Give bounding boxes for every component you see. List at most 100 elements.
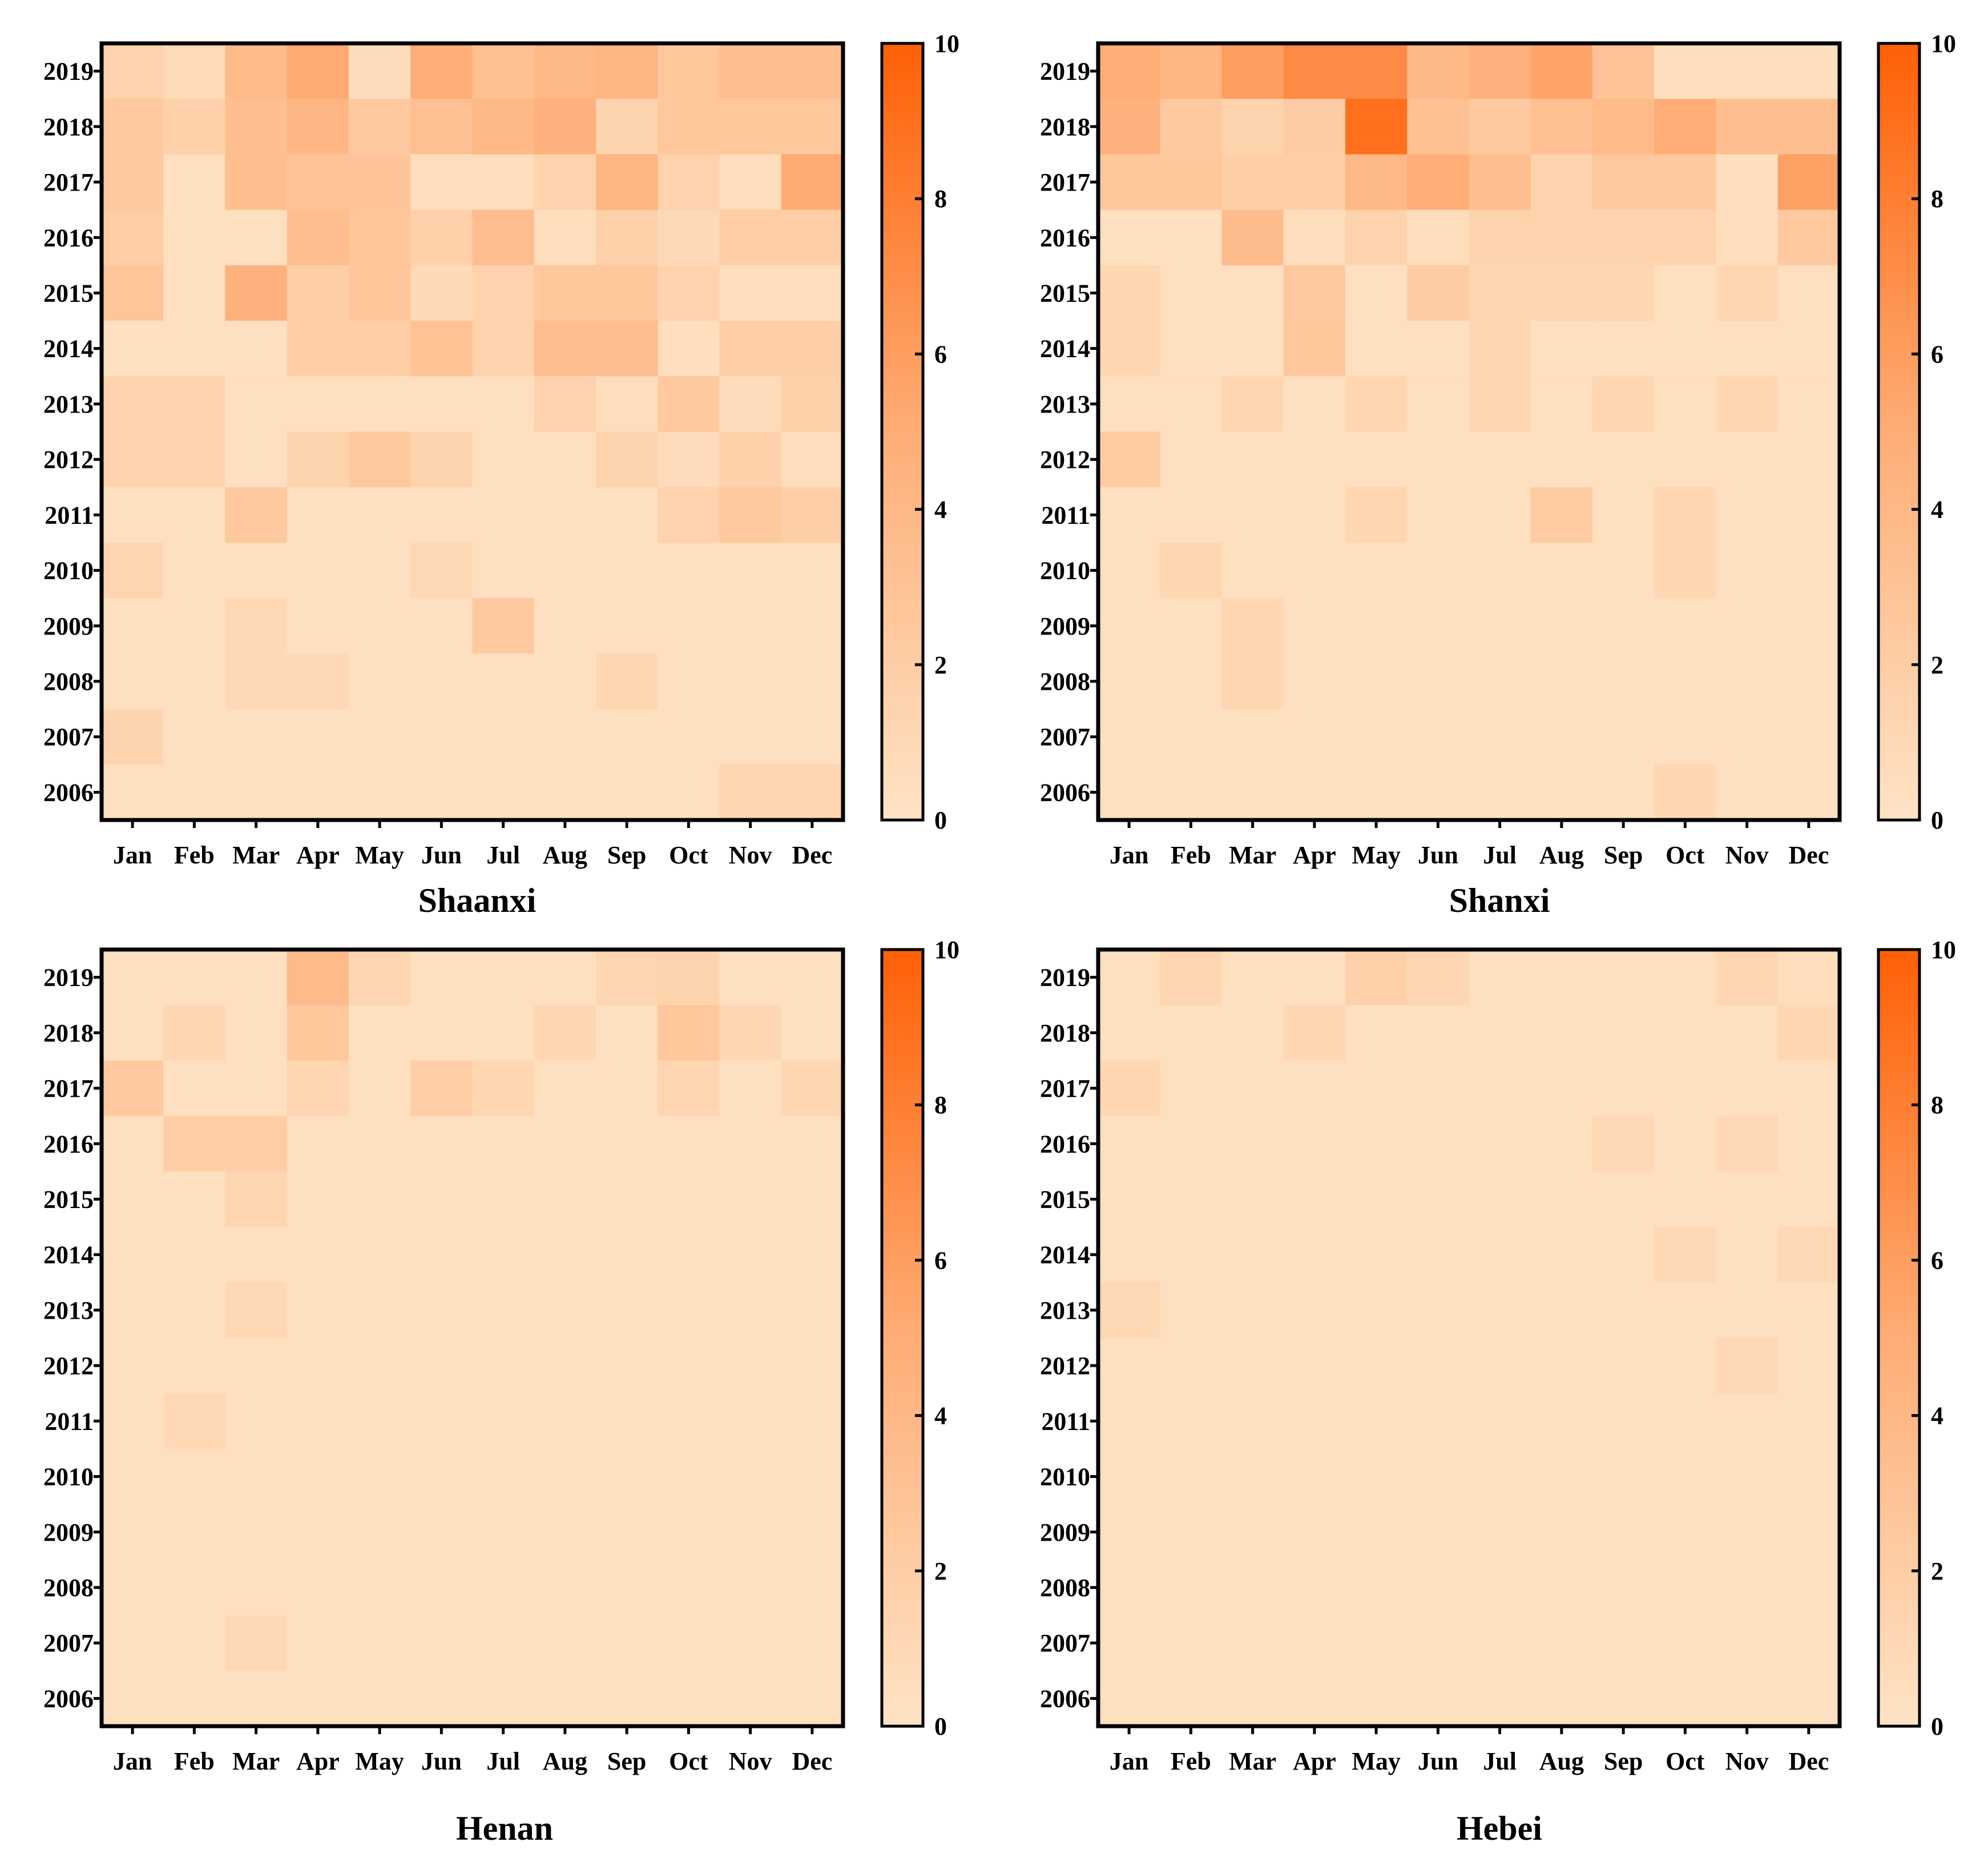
heatmap-cell: [1160, 321, 1223, 377]
heatmap-cell: [163, 542, 226, 599]
heatmap-cell: [163, 1504, 226, 1560]
heatmap-cell: [1345, 1448, 1408, 1505]
heatmap-cell: [1777, 709, 1840, 765]
heatmap-cell: [1530, 154, 1593, 211]
heatmap-cell: [102, 1116, 164, 1172]
heatmap-cell: [163, 709, 226, 765]
y-tick-label: 2006: [1040, 778, 1090, 806]
heatmap-cell: [781, 1560, 844, 1616]
heatmap-cell: [1592, 99, 1655, 155]
heatmap-cell: [1716, 265, 1779, 321]
x-tick-label: Apr: [296, 1747, 340, 1775]
x-tick-label: Jul: [1483, 1747, 1517, 1775]
heatmap-cell: [349, 1338, 411, 1394]
heatmap-cell: [534, 653, 596, 710]
heatmap-cell: [1407, 764, 1470, 821]
panel-title: Shaanxi: [418, 882, 537, 919]
heatmap-cell: [781, 209, 844, 266]
heatmap-cell: [1530, 598, 1593, 654]
heatmap-cell: [163, 99, 226, 155]
heatmap-cell: [534, 1560, 596, 1616]
heatmap-cell: [781, 431, 844, 488]
heatmap-cell: [534, 1282, 596, 1339]
heatmap-cell: [1160, 154, 1223, 211]
heatmap-cell: [658, 209, 720, 266]
heatmap-cell: [287, 1615, 349, 1671]
heatmap-cell: [719, 1615, 782, 1671]
y-tick-label: 2011: [1041, 1407, 1090, 1435]
plot-frame: [1096, 41, 1842, 822]
heatmap-cell: [1469, 598, 1531, 654]
heatmap-cell: [658, 709, 720, 765]
heatmap-cell: [287, 1504, 349, 1560]
heatmap-cell: [1530, 709, 1593, 765]
heatmap-cell: [225, 321, 288, 377]
heatmap-cell: [1098, 653, 1160, 710]
heatmap-cell: [225, 43, 288, 99]
heatmap-cell: [225, 1560, 288, 1616]
heatmap-cell: [102, 598, 164, 654]
heatmap-cell: [225, 1116, 288, 1172]
heatmap-cell: [1716, 1227, 1779, 1283]
heatmap-cell: [1777, 1282, 1840, 1339]
heatmap-cell: [1592, 1060, 1655, 1117]
heatmap-cell: [1777, 99, 1840, 155]
heatmap-cell: [1716, 1338, 1779, 1394]
heatmap-cell: [781, 1338, 844, 1394]
heatmap-cell: [1654, 376, 1717, 433]
heatmap-cell: [596, 598, 658, 654]
heatmap-cell: [1530, 1448, 1593, 1505]
y-tick-label: 2012: [1040, 446, 1090, 474]
heatmap-cell: [349, 653, 411, 710]
heatmap-cell: [1592, 1338, 1655, 1394]
heatmap-cell: [287, 376, 349, 433]
heatmap-cell: [1716, 321, 1779, 377]
heatmap-cell: [1407, 431, 1470, 488]
heatmap-cell: [1345, 431, 1408, 488]
panel-shaanxi: 2019201820172016201520142013201220112010…: [43, 30, 959, 919]
heatmap-cell: [410, 1227, 473, 1283]
heatmap-cell: [1530, 265, 1593, 321]
heatmap-cell: [1345, 1227, 1408, 1283]
y-tick-label: 2019: [43, 58, 94, 86]
heatmap-cell: [1592, 1504, 1655, 1560]
heatmap-cell: [1160, 99, 1223, 155]
heatmap-cell: [102, 43, 164, 99]
heatmap-cell: [1098, 376, 1160, 433]
heatmap-cell: [596, 99, 658, 155]
heatmap-cell: [1283, 653, 1346, 710]
heatmap-cell: [1407, 99, 1470, 155]
colorbar-tick-label: 6: [1931, 340, 1943, 368]
heatmap-cell: [1407, 653, 1470, 710]
heatmap-cell: [1283, 1393, 1346, 1449]
heatmap-cell: [1777, 431, 1840, 488]
heatmap-cell: [410, 487, 473, 543]
heatmap-cell: [163, 43, 226, 99]
heatmap-cell: [349, 1560, 411, 1616]
heatmap-cell: [1407, 1282, 1470, 1339]
y-tick-label: 2011: [1041, 501, 1090, 529]
y-tick-label: 2017: [43, 1075, 94, 1102]
heatmap-cell: [1283, 376, 1346, 433]
heatmap-cell: [225, 487, 288, 543]
heatmap-cell: [102, 950, 164, 1005]
heatmap-cell: [1221, 1282, 1284, 1339]
x-tick-label: Nov: [1725, 1747, 1769, 1775]
heatmap-cell: [596, 265, 658, 321]
heatmap-cell: [534, 321, 596, 377]
heatmap-cell: [1221, 209, 1284, 266]
heatmap-cell: [472, 542, 535, 599]
heatmap-cell: [1407, 1670, 1470, 1727]
heatmap-cell: [719, 99, 782, 155]
heatmap-cell: [1283, 154, 1346, 211]
x-tick-label: Aug: [543, 841, 587, 869]
heatmap-cell: [287, 1116, 349, 1172]
heatmap-cell: [102, 1005, 164, 1061]
heatmap-cell: [163, 598, 226, 654]
heatmap-cell: [1160, 709, 1223, 765]
colorbar-tick-label: 2: [934, 651, 947, 679]
heatmap-cell: [410, 1282, 473, 1339]
colorbar-tick-label: 2: [1931, 651, 1943, 679]
heatmap-cell: [102, 321, 164, 377]
heatmap-cell: [472, 1338, 535, 1394]
